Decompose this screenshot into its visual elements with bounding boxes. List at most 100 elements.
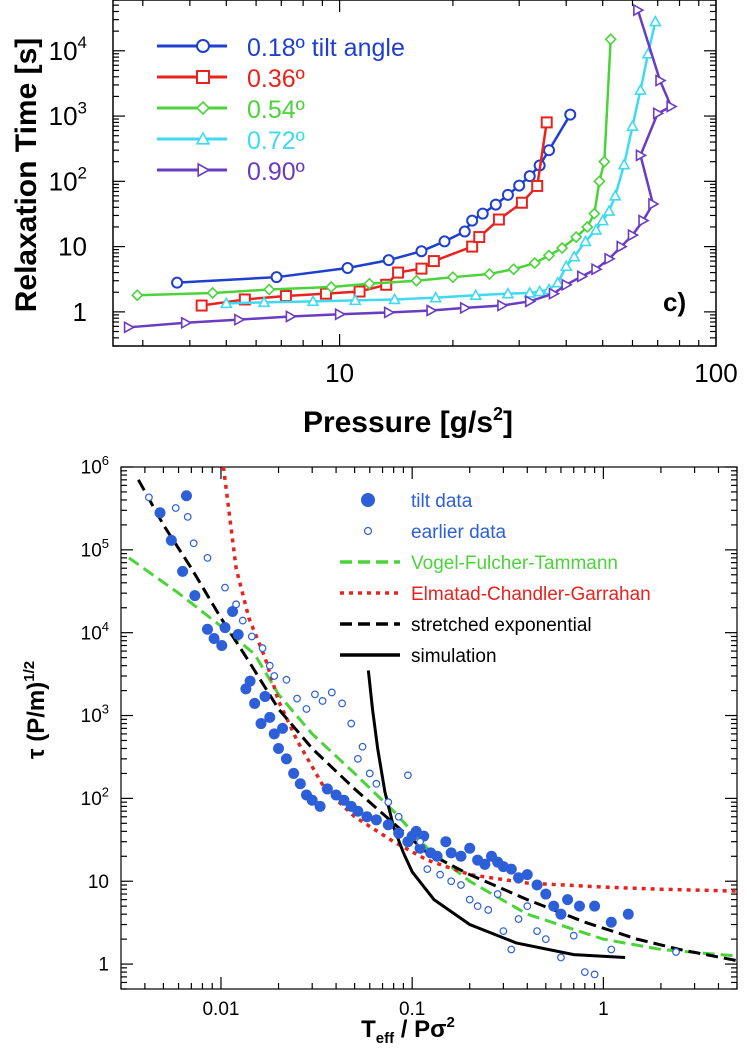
bottom-data-point — [265, 661, 274, 670]
bottom-data-point — [318, 697, 327, 705]
top-data-point — [602, 204, 616, 216]
top-data-point — [492, 213, 505, 226]
top-data-point — [524, 294, 537, 308]
bottom-data-point — [282, 675, 291, 684]
bottom-data-point — [347, 719, 356, 728]
top-data-point — [380, 278, 393, 291]
top-legend-label: 0.18º tilt angle — [247, 34, 405, 62]
bottom-y-axis-title-sup: 1/2 — [21, 661, 38, 682]
top-data-point — [382, 254, 395, 267]
top-data-point — [515, 196, 528, 209]
bottom-curve-3 — [137, 479, 738, 963]
bottom-y-tick-label-exp: 2 — [102, 784, 109, 799]
top-data-point — [123, 320, 136, 334]
bottom-data-point — [314, 800, 326, 812]
top-legend: 0.18º tilt angle 0.36º 0.54º 0.72º 0.90º — [157, 34, 405, 186]
top-legend-entry-1: 0.18º tilt angle — [157, 34, 405, 62]
bottom-data-point — [414, 842, 426, 854]
top-data-point — [533, 284, 547, 297]
bottom-data-point — [165, 534, 177, 546]
top-data-point — [569, 230, 583, 244]
bottom-data-point — [484, 906, 493, 914]
top-legend-entry-3: 0.54º — [157, 96, 305, 124]
bottom-x-axis-title: Teff / Pσ2 — [361, 1014, 455, 1047]
top-data-point — [567, 250, 581, 262]
bottom-scatter-1 — [154, 490, 634, 928]
bottom-data-point — [255, 718, 267, 730]
top-data-point — [497, 299, 509, 312]
top-data-point — [591, 262, 603, 276]
top-y-tick-label: 1 — [73, 297, 87, 327]
bottom-data-point — [521, 869, 533, 881]
top-x-axis-title: Pressure [g/s2] — [303, 404, 513, 439]
bottom-data-point — [464, 842, 476, 854]
top-legend-marker — [197, 162, 211, 178]
top-data-point — [648, 14, 662, 27]
bottom-data-point — [268, 728, 280, 740]
bottom-data-point — [227, 606, 239, 618]
bottom-y-tick-label-exp: 5 — [102, 536, 109, 551]
top-data-point — [131, 289, 144, 302]
bottom-data-point — [277, 722, 289, 734]
bottom-plot-frame — [120, 466, 738, 990]
bottom-x-axis-title-main: T — [361, 1016, 376, 1043]
top-y-tick-label: 10 — [58, 232, 87, 262]
top-data-point — [319, 287, 332, 300]
bottom-data-point — [321, 783, 333, 795]
top-data-point — [306, 294, 320, 307]
bottom-y-tick-label-base: 10 — [81, 623, 102, 644]
bottom-curve-4 — [366, 670, 626, 959]
top-legend-marker — [196, 70, 210, 84]
top-data-point — [655, 74, 667, 87]
top-y-tick-label-exp: 2 — [78, 164, 87, 183]
top-legend-label: 0.54º — [247, 96, 305, 124]
bottom-legend-label: earlier data — [411, 522, 506, 543]
top-data-point — [523, 170, 536, 183]
top-data-point — [279, 290, 292, 303]
top-data-point — [458, 225, 471, 238]
top-series-4 — [219, 14, 662, 309]
top-data-point — [459, 301, 472, 315]
top-data-point — [466, 240, 479, 253]
bottom-data-point — [447, 877, 456, 886]
top-data-point — [593, 175, 606, 188]
bottom-legend-entry-6: simulation — [340, 646, 497, 667]
top-data-point — [429, 291, 443, 303]
bottom-y-tick-label: 103 — [81, 702, 109, 728]
top-data-point — [353, 285, 366, 298]
bottom-data-point — [259, 690, 271, 702]
top-data-point — [542, 249, 556, 262]
top-data-point — [540, 116, 553, 129]
top-y-axis-title: Relaxation Time [s] — [10, 38, 43, 313]
top-y-tick-label: 103 — [49, 98, 87, 131]
bottom-data-point — [541, 935, 550, 944]
bottom-data-point — [569, 931, 578, 940]
top-data-point — [234, 313, 246, 327]
bottom-data-point — [372, 779, 381, 788]
top-x-tick-label: 10 — [325, 358, 354, 388]
bottom-data-point — [404, 771, 412, 780]
bottom-legend-marker — [361, 493, 375, 507]
bottom-data-point — [531, 879, 543, 891]
top-series-1 — [171, 108, 577, 289]
bottom-data-point — [513, 872, 525, 884]
bottom-data-point — [232, 600, 241, 609]
bottom-data-point — [145, 493, 153, 502]
top-data-point — [476, 207, 489, 220]
top-data-point — [579, 234, 592, 247]
bottom-data-point — [353, 754, 362, 763]
bottom-y-tick-label-base: 10 — [81, 789, 102, 810]
bottom-legend: tilt data earlier data Vogel-Fulcher-Tamma… — [340, 491, 651, 667]
bottom-legend-marker — [363, 526, 373, 536]
top-data-point — [608, 189, 622, 201]
top-legend-entry-4: 0.72º — [157, 127, 305, 155]
top-legend-marker — [196, 39, 210, 53]
bottom-data-point — [294, 778, 306, 790]
top-data-point — [501, 188, 514, 201]
bottom-scatter-2 — [145, 493, 680, 979]
top-series-line — [177, 114, 572, 284]
bottom-y-tick-label-base: 10 — [81, 458, 102, 479]
bottom-data-point — [306, 794, 318, 806]
top-data-point — [263, 283, 276, 296]
top-data-point — [596, 213, 610, 226]
